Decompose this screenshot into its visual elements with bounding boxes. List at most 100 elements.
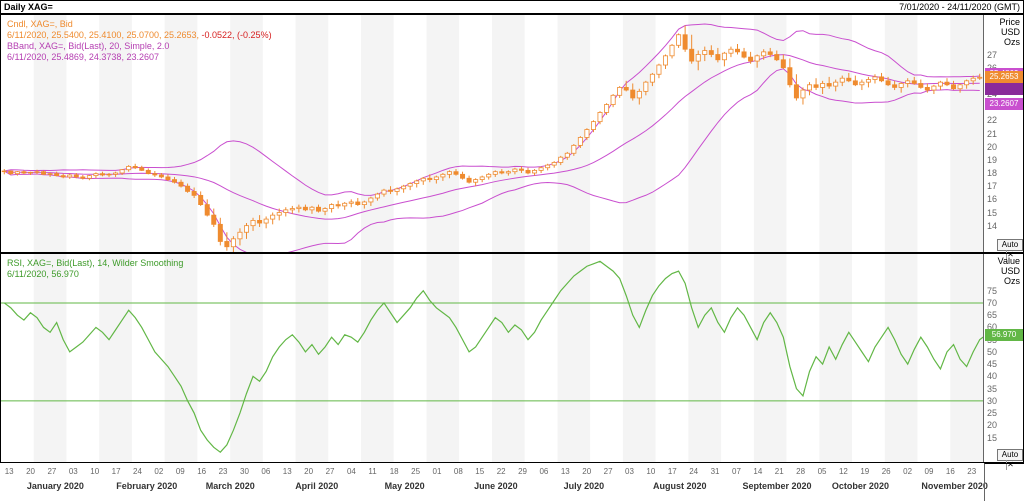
y-tick: 70 — [987, 298, 997, 308]
x-tick: 16 — [197, 467, 206, 476]
x-month-label: November 2020 — [921, 481, 988, 491]
legend-candle-values: 6/11/2020, 25.5400, 25.4100, 25.0700, 25… — [7, 30, 199, 40]
y-tick: 15 — [987, 208, 997, 218]
chart-title: Daily XAG= — [4, 2, 53, 12]
x-tick: 24 — [133, 467, 142, 476]
x-month-label: March 2020 — [206, 481, 255, 491]
x-tick: 19 — [860, 467, 869, 476]
x-tick: 10 — [646, 467, 655, 476]
x-tick: 24 — [689, 467, 698, 476]
x-tick: 17 — [668, 467, 677, 476]
x-tick: 23 — [967, 467, 976, 476]
y-tick: 16 — [987, 194, 997, 204]
price-legend: Cndl, XAG=, Bid 6/11/2020, 25.5400, 25.4… — [7, 19, 272, 63]
y-tick: 20 — [987, 142, 997, 152]
x-tick: 23 — [219, 467, 228, 476]
y-tick: 17 — [987, 181, 997, 191]
x-tick: 11 — [368, 467, 376, 476]
x-tick: 16 — [946, 467, 955, 476]
price-y-title: Price USD Ozs — [984, 17, 1020, 47]
y-tick: 19 — [987, 155, 997, 165]
x-tick: 08 — [454, 467, 463, 476]
x-tick: 02 — [903, 467, 912, 476]
x-tick: 03 — [625, 467, 634, 476]
chart-header: Daily XAG= 7/01/2020 - 24/11/2020 (GMT) — [0, 0, 1024, 14]
price-value-badge: 23.2607 — [985, 98, 1023, 110]
y-tick: 30 — [987, 396, 997, 406]
x-tick: 13 — [5, 467, 14, 476]
x-tick: 07 — [732, 467, 741, 476]
price-value-badge — [985, 83, 1023, 95]
rsi-y-title: Value USD Ozs — [984, 256, 1020, 286]
y-tick: 21 — [987, 129, 997, 139]
rsi-pane[interactable]: RSI, XAG=, Bid(Last), 14, Wilder Smoothi… — [0, 253, 1024, 463]
y-tick: 22 — [987, 115, 997, 125]
x-tick: 13 — [283, 467, 292, 476]
x-tick: 05 — [818, 467, 827, 476]
y-tick: 25 — [987, 408, 997, 418]
price-y-axis: Price USD Ozs Auto✕ 14 15 16 17 18 19 20 21 22 23… — [983, 15, 1023, 252]
x-tick: 02 — [154, 467, 163, 476]
x-tick: 28 — [796, 467, 805, 476]
x-month-label: August 2020 — [653, 481, 707, 491]
x-tick: 13 — [561, 467, 570, 476]
legend-bband-values: 6/11/2020, 25.4869, 24.3738, 23.2607 — [7, 52, 159, 62]
y-tick: 18 — [987, 168, 997, 178]
y-tick: 75 — [987, 286, 997, 296]
x-tick: 20 — [26, 467, 35, 476]
x-tick: 04 — [347, 467, 356, 476]
x-tick: 25 — [411, 467, 420, 476]
legend-rsi-values: 6/11/2020, 56.970 — [7, 269, 79, 279]
x-month-label: February 2020 — [116, 481, 177, 491]
x-tick: 27 — [326, 467, 335, 476]
rsi-y-axis: Value USD Ozs Auto✕ 15202530354045505560… — [983, 254, 1023, 462]
y-tick: 65 — [987, 310, 997, 320]
x-tick: 20 — [582, 467, 591, 476]
x-month-label: May 2020 — [385, 481, 425, 491]
x-tick: 31 — [711, 467, 720, 476]
legend-bband-label: BBand, XAG=, Bid(Last), 20, Simple, 2.0 — [7, 41, 169, 51]
x-month-label: July 2020 — [564, 481, 605, 491]
rsi-legend: RSI, XAG=, Bid(Last), 14, Wilder Smoothi… — [7, 258, 183, 280]
price-pane[interactable]: Cndl, XAG=, Bid 6/11/2020, 25.5400, 25.4… — [0, 14, 1024, 253]
x-tick: 12 — [839, 467, 848, 476]
x-tick: 10 — [90, 467, 99, 476]
y-tick: 50 — [987, 347, 997, 357]
x-month-label: January 2020 — [27, 481, 84, 491]
x-tick: 03 — [69, 467, 78, 476]
legend-candle-label: Cndl, XAG=, Bid — [7, 19, 73, 29]
y-tick: 14 — [987, 221, 997, 231]
y-tick: 40 — [987, 371, 997, 381]
x-tick: 15 — [475, 467, 484, 476]
x-tick: 17 — [112, 467, 121, 476]
y-tick: 27 — [987, 50, 997, 60]
x-tick: 21 — [775, 467, 784, 476]
x-month-label: October 2020 — [832, 481, 889, 491]
x-tick: 06 — [261, 467, 270, 476]
x-tick: 14 — [753, 467, 762, 476]
auto-scale-button[interactable]: Auto✕ — [997, 239, 1023, 251]
x-tick: 29 — [518, 467, 527, 476]
x-tick: 22 — [497, 467, 506, 476]
rsi-value-badge: 56.970 — [985, 329, 1023, 341]
legend-rsi-label: RSI, XAG=, Bid(Last), 14, Wilder Smoothi… — [7, 258, 183, 268]
x-tick: 20 — [304, 467, 313, 476]
y-tick: 35 — [987, 384, 997, 394]
rsi-plot-area[interactable]: RSI, XAG=, Bid(Last), 14, Wilder Smoothi… — [1, 254, 983, 462]
x-tick: 26 — [882, 467, 891, 476]
x-tick: 30 — [240, 467, 249, 476]
auto-scale-button[interactable]: Auto✕ — [997, 449, 1023, 461]
x-tick: 09 — [925, 467, 934, 476]
x-tick: 09 — [176, 467, 185, 476]
price-plot-area[interactable]: Cndl, XAG=, Bid 6/11/2020, 25.5400, 25.4… — [1, 15, 983, 252]
x-month-label: June 2020 — [474, 481, 518, 491]
legend-candle-change: -0.0522, (-0.25%) — [202, 30, 272, 40]
date-range: 7/01/2020 - 24/11/2020 (GMT) — [899, 2, 1020, 12]
price-value-badge: 25.2653 — [985, 71, 1023, 83]
x-tick: 27 — [604, 467, 613, 476]
x-tick: 01 — [433, 467, 442, 476]
x-month-label: September 2020 — [742, 481, 811, 491]
time-axis[interactable]: 1320270310172402091623300613202704111825… — [0, 463, 1024, 501]
x-month-label: April 2020 — [295, 481, 338, 491]
y-tick: 20 — [987, 420, 997, 430]
